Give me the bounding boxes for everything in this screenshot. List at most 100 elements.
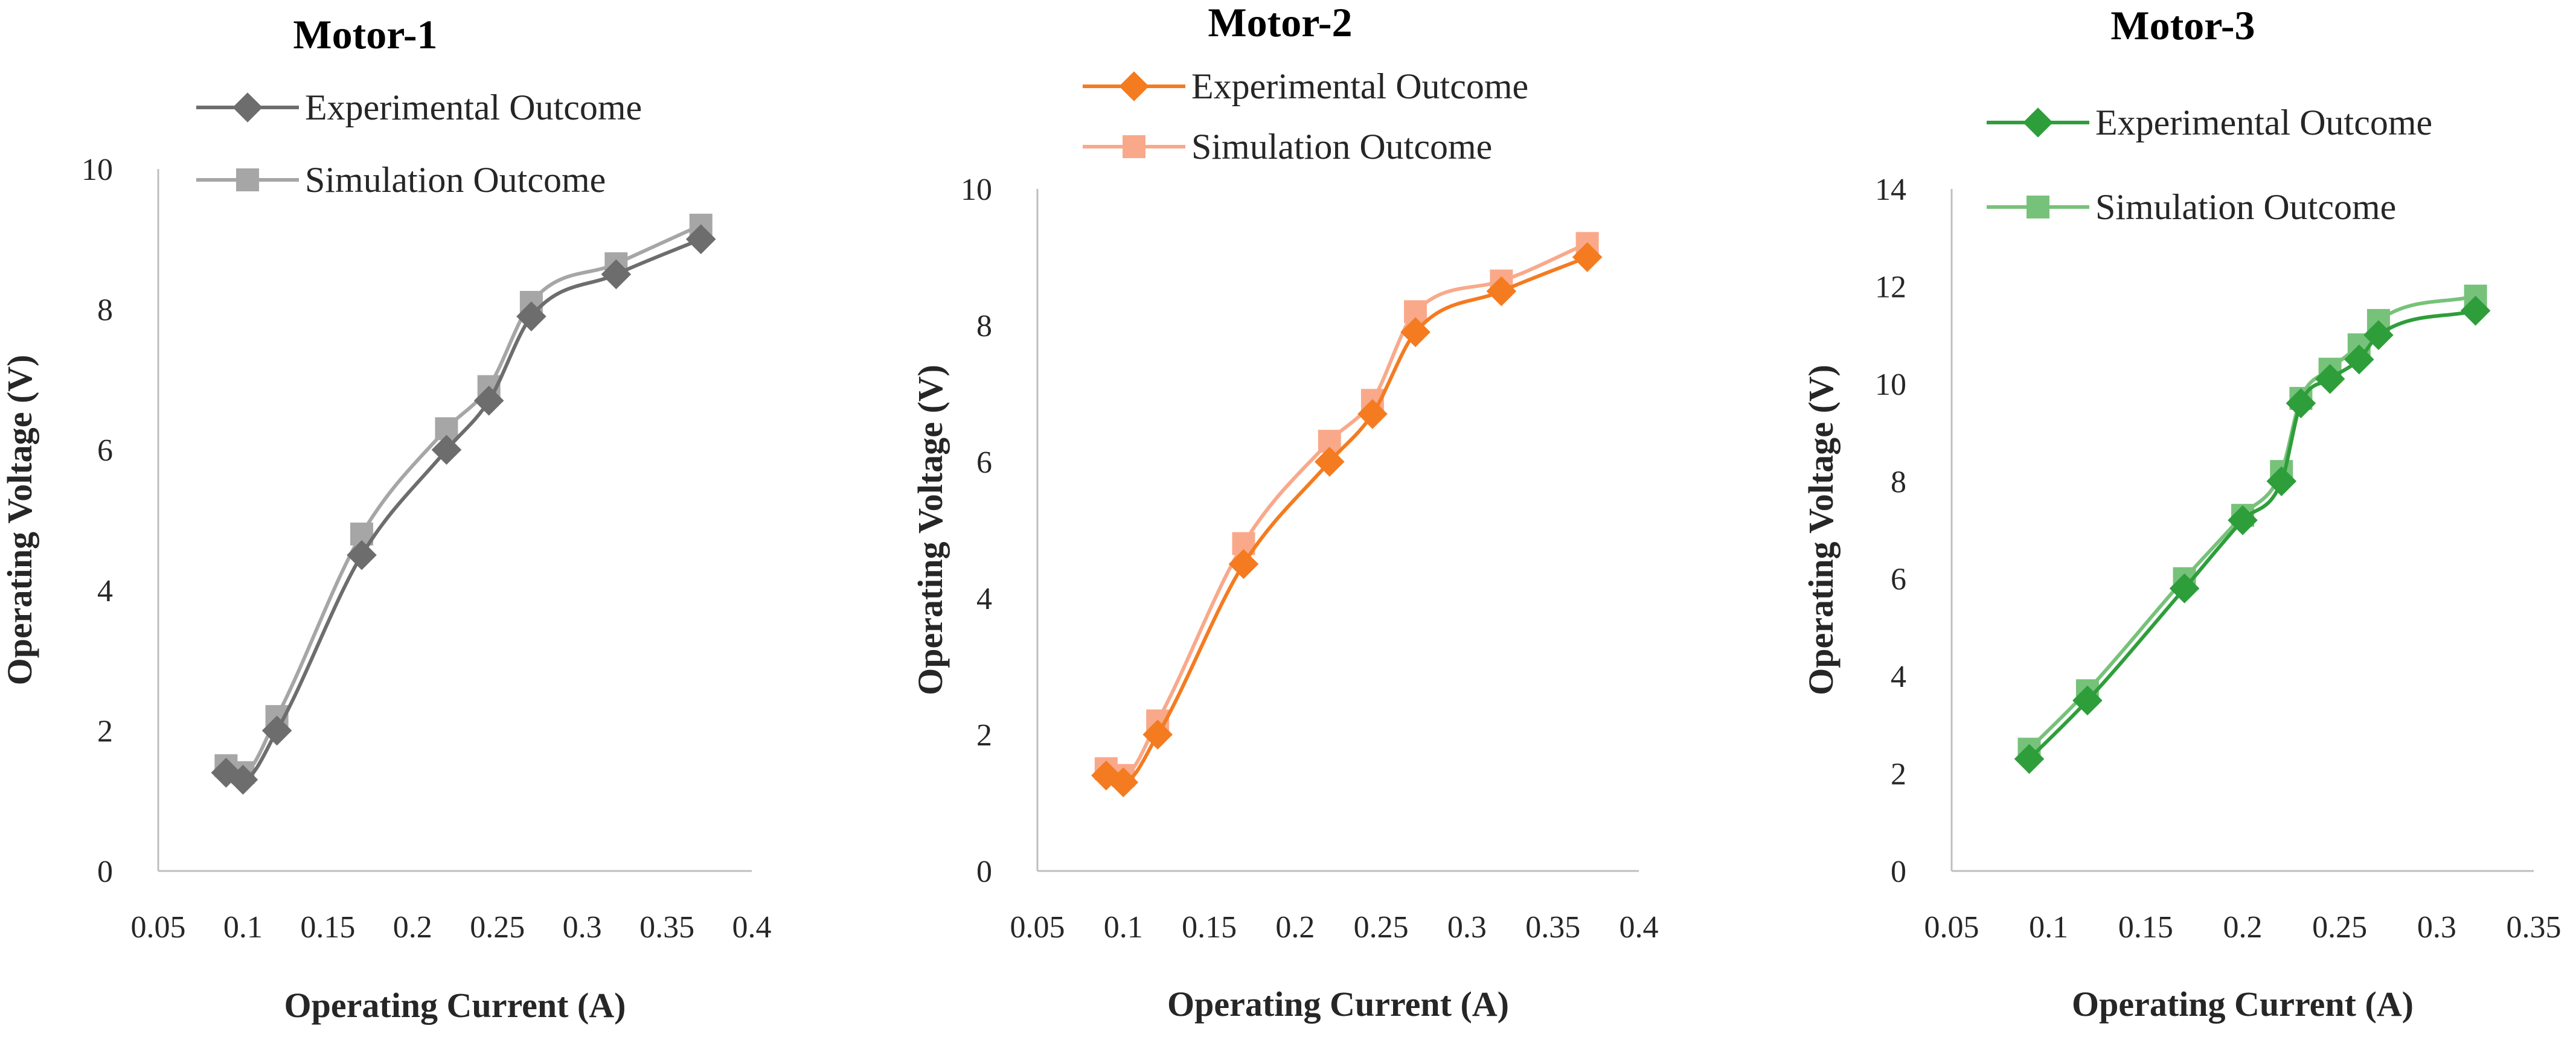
legend-label: Experimental Outcome <box>1191 66 1528 106</box>
series-simulation-outcome <box>1094 232 1599 787</box>
y-axis-title: Operating Voltage (V) <box>1801 365 1841 695</box>
legend-label: Experimental Outcome <box>2095 103 2432 142</box>
y-tick-label: 12 <box>1875 270 1906 304</box>
x-tick-label: 0.25 <box>2312 910 2367 945</box>
x-tick-label: 0.1 <box>2029 910 2068 945</box>
data-point <box>1400 317 1431 348</box>
x-tick-label: 0.35 <box>2507 910 2562 945</box>
data-point <box>601 259 632 290</box>
series-simulation-outcome <box>214 214 713 785</box>
y-tick-label: 0 <box>1891 855 1906 889</box>
data-point <box>1486 276 1517 307</box>
data-point <box>1572 242 1603 272</box>
legend-label: Simulation Outcome <box>2095 187 2396 227</box>
x-tick-label: 0.3 <box>563 910 602 945</box>
y-axis-title: Operating Voltage (V) <box>0 355 39 686</box>
y-tick-label: 8 <box>976 309 992 343</box>
data-point <box>2014 744 2045 774</box>
chart-title: Motor-1 <box>293 11 437 57</box>
data-point <box>2344 344 2374 375</box>
data-point <box>228 765 258 795</box>
legend-marker <box>2027 196 2049 218</box>
x-tick-label: 0.15 <box>300 910 355 945</box>
x-tick-label: 0.15 <box>2118 910 2173 945</box>
chart-motor-1: Motor-1 0 2 4 6 8 10 0.05 0.1 0.15 0.2 0.25 0.3 0.35 0… <box>0 11 772 1025</box>
chart-motor-3: Motor-3 0 2 4 6 8 10 12 14 0.05 0.1 0.15 0.2 0.25 0.3 0… <box>1801 2 2562 1024</box>
x-tick-label: 0.1 <box>1104 910 1143 945</box>
y-tick-label: 0 <box>97 855 113 889</box>
legend-marker <box>1123 135 1145 158</box>
x-tick-label: 0.25 <box>1354 910 1409 945</box>
legend-label: Experimental Outcome <box>305 88 642 127</box>
series-experimental-outcome <box>211 224 716 795</box>
data-point <box>2363 320 2394 350</box>
x-tick-label: 0.2 <box>1275 910 1315 945</box>
data-point <box>2286 388 2316 418</box>
data-point <box>473 385 504 416</box>
y-tick-label: 2 <box>97 714 113 748</box>
data-point <box>2315 363 2345 394</box>
legend: Experimental Outcome Simulation Outcome <box>1083 66 1528 167</box>
y-tick-label: 2 <box>1891 758 1906 792</box>
legend-marker <box>2023 107 2053 138</box>
legend-marker <box>1119 71 1149 101</box>
y-tick-label: 8 <box>1891 465 1906 499</box>
x-tick-label: 0.05 <box>1924 910 1979 945</box>
x-tick-label: 0.3 <box>1447 910 1487 945</box>
x-tick-label: 0.05 <box>131 910 186 945</box>
x-tick-label: 0.2 <box>393 910 432 945</box>
series-line <box>225 237 702 782</box>
x-tick-label: 0.15 <box>1182 910 1237 945</box>
x-axis-title: Operating Current (A) <box>284 986 626 1025</box>
x-tick-label: 0.4 <box>732 910 772 945</box>
data-point <box>2169 573 2200 604</box>
data-point <box>2266 466 2297 497</box>
data-point <box>1228 549 1259 579</box>
x-tick-label: 0.1 <box>223 910 263 945</box>
y-axis-title: Operating Voltage (V) <box>911 365 950 695</box>
series-experimental-outcome <box>2014 295 2491 774</box>
y-tick-label: 2 <box>976 718 992 753</box>
data-point <box>431 435 462 465</box>
x-tick-label: 0.35 <box>1525 910 1580 945</box>
legend-marker <box>232 92 263 123</box>
data-point <box>347 540 377 570</box>
data-point <box>1314 447 1345 477</box>
legend: Experimental Outcome Simulation Outcome <box>196 88 642 200</box>
y-tick-label: 6 <box>1891 563 1906 597</box>
y-tick-label: 10 <box>961 173 992 207</box>
legend: Experimental Outcome Simulation Outcome <box>1987 103 2432 227</box>
y-tick-label: 0 <box>976 855 992 889</box>
y-tick-label: 10 <box>1875 368 1906 402</box>
x-tick-label: 0.2 <box>2223 910 2263 945</box>
data-point <box>2228 505 2258 535</box>
y-tick-label: 6 <box>97 433 113 468</box>
legend-marker <box>236 168 259 191</box>
data-point <box>1357 399 1388 429</box>
x-tick-label: 0.35 <box>639 910 694 945</box>
chart-title: Motor-3 <box>2110 2 2255 48</box>
y-tick-label: 14 <box>1875 173 1906 207</box>
data-point <box>516 301 546 332</box>
data-point <box>1142 719 1173 750</box>
legend-label: Simulation Outcome <box>1191 127 1492 167</box>
series-line <box>1105 255 1588 785</box>
legend-label: Simulation Outcome <box>305 160 606 200</box>
y-tick-label: 4 <box>97 574 113 608</box>
data-point <box>261 715 292 746</box>
x-axis-title: Operating Current (A) <box>2072 984 2414 1024</box>
data-point <box>2072 685 2103 716</box>
y-tick-label: 8 <box>97 293 113 328</box>
y-tick-label: 4 <box>1891 660 1906 694</box>
data-point <box>685 224 716 255</box>
x-tick-label: 0.3 <box>2417 910 2456 945</box>
x-tick-label: 0.25 <box>470 910 525 945</box>
y-tick-label: 10 <box>82 153 113 187</box>
x-axis-title: Operating Current (A) <box>1167 984 1509 1024</box>
chart-motor-2: Motor-2 0 2 4 6 8 10 0.05 0.1 0.15 0.2 0.25 0.3 0.35 0… <box>911 0 1659 1024</box>
y-tick-label: 4 <box>976 582 992 616</box>
x-tick-label: 0.4 <box>1620 910 1659 945</box>
data-point <box>2460 295 2491 326</box>
chart-title: Motor-2 <box>1208 0 1352 45</box>
